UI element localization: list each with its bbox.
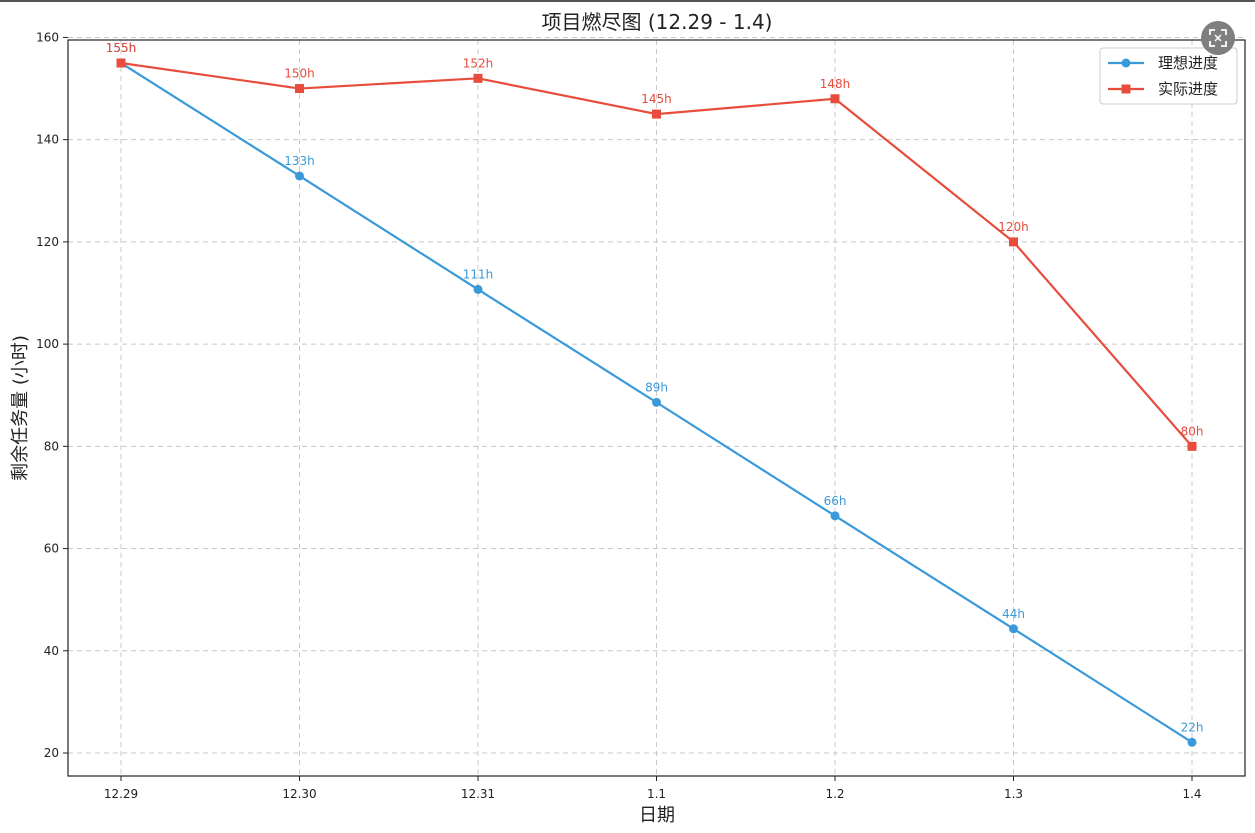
data-point: [295, 84, 304, 94]
x-axis-label: 日期: [639, 805, 675, 826]
y-tick-label: 60: [44, 542, 59, 556]
series-lines: 155h133h111h89h66h44h22h155h150h152h145h…: [106, 41, 1204, 747]
x-tick-label: 12.31: [461, 787, 495, 801]
series-actual: 155h 150h 152h 145h 148h 120h 80h: [106, 41, 1204, 451]
data-label: 22h: [1181, 720, 1204, 734]
data-point: [1187, 441, 1197, 451]
data-point: [1009, 624, 1018, 634]
data-point: [652, 397, 661, 407]
data-point: [1187, 737, 1197, 747]
x-tick-label: 1.2: [825, 787, 844, 801]
data-point: [473, 284, 483, 294]
y-tick-label: 100: [36, 337, 59, 351]
y-tick-label: 140: [36, 133, 59, 147]
y-tick-label: 80: [44, 439, 59, 453]
y-tick-label: 20: [44, 746, 59, 760]
x-tick-label: 1.4: [1182, 787, 1201, 801]
x-tick-label: 12.29: [104, 787, 138, 801]
data-point: [652, 109, 661, 119]
data-point: [116, 58, 126, 68]
data-point: [830, 511, 840, 521]
data-label: 145h: [641, 92, 672, 106]
chart-title: 项目燃尽图 (12.29 - 1.4): [542, 10, 773, 34]
y-tick-label: 120: [36, 235, 59, 249]
expand-icon: [1209, 29, 1227, 47]
data-label: 155h: [106, 41, 137, 55]
data-point: [295, 171, 304, 181]
legend-entry: 理想进度: [1158, 54, 1218, 72]
data-point: [1009, 237, 1018, 247]
data-label: 150h: [284, 67, 315, 81]
y-tick-label: 160: [36, 30, 59, 44]
legend-entry: 实际进度: [1158, 80, 1218, 98]
data-label: 89h: [645, 380, 668, 394]
data-label: 152h: [463, 56, 494, 70]
data-label: 111h: [463, 267, 494, 281]
data-label: 66h: [824, 494, 847, 508]
data-label: 44h: [1002, 607, 1025, 621]
y-axis-label: 剩余任务量 (小时): [10, 335, 31, 481]
legend-marker: [1121, 58, 1131, 68]
data-point: [473, 73, 483, 83]
x-tick-label: 1.3: [1004, 787, 1023, 801]
y-tick-label: 40: [44, 644, 59, 658]
data-label: 133h: [284, 154, 315, 168]
expand-button[interactable]: [1201, 21, 1235, 55]
data-label: 148h: [820, 77, 851, 91]
axes: 12.29 12.30 12.31 1.1 1.2 1.3 1.4 20 40 60 80 100 12…: [36, 30, 1246, 801]
data-label: 80h: [1181, 424, 1204, 438]
window-top-border: [0, 0, 1255, 2]
series-ideal: 155h 133h 111h 89h 66h 44h 22h: [106, 41, 1204, 747]
grid-lines: [68, 36, 1245, 776]
legend-marker: [1121, 84, 1131, 94]
data-label: 120h: [998, 220, 1029, 234]
x-tick-label: 1.1: [647, 787, 666, 801]
x-tick-label: 12.30: [282, 787, 316, 801]
data-point: [830, 94, 840, 104]
data-label: 155h: [106, 41, 137, 55]
